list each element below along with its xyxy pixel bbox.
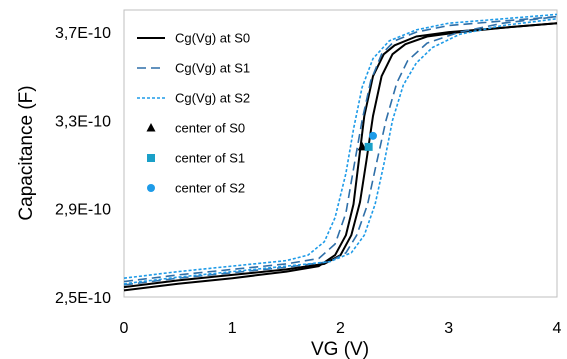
- legend-label: center of S1: [175, 151, 245, 166]
- y-axis-title: Capacitance (F): [16, 85, 37, 220]
- series-layer: [123, 13, 558, 292]
- y-tick-labels: 2,5E-10 2,9E-10 3,3E-10 3,7E-10: [55, 25, 111, 307]
- legend-swatch-triangle: [146, 123, 156, 132]
- marker-layer: [357, 131, 377, 151]
- data-point-square: [364, 142, 373, 151]
- y-tick-label: 2,5E-10: [55, 290, 111, 307]
- legend-label: Cg(Vg) at S0: [175, 31, 250, 46]
- y-tick-label: 3,7E-10: [55, 25, 111, 42]
- x-tick-label: 1: [228, 320, 237, 337]
- legend: Cg(Vg) at S0 Cg(Vg) at S1 Cg(Vg) at S2 cent…: [137, 31, 250, 196]
- series-line-s2: [123, 13, 558, 279]
- legend-label: center of S0: [175, 121, 245, 136]
- series-line-s2: [123, 18, 558, 285]
- data-point-circle: [368, 131, 377, 140]
- legend-swatch-square: [147, 154, 155, 162]
- y-tick-label: 2,9E-10: [55, 202, 111, 219]
- x-tick-label: 4: [553, 320, 562, 337]
- x-tick-labels: 0 1 2 3 4: [120, 320, 562, 337]
- legend-swatch-circle: [147, 184, 155, 192]
- series-line-s0: [123, 22, 558, 289]
- legend-label: Cg(Vg) at S2: [175, 91, 250, 106]
- x-tick-label: 0: [120, 320, 129, 337]
- y-tick-label: 3,3E-10: [55, 113, 111, 130]
- data-point-triangle: [357, 141, 367, 151]
- x-tick-label: 2: [336, 320, 345, 337]
- series-line-s1: [123, 15, 558, 286]
- x-axis-title: VG (V): [311, 339, 369, 359]
- x-tick-label: 3: [444, 320, 453, 337]
- series-line-s1: [123, 15, 558, 283]
- legend-label: Cg(Vg) at S1: [175, 61, 250, 76]
- legend-label: center of S2: [175, 181, 245, 196]
- plot-frame: [123, 9, 558, 298]
- series-line-s0: [123, 22, 558, 292]
